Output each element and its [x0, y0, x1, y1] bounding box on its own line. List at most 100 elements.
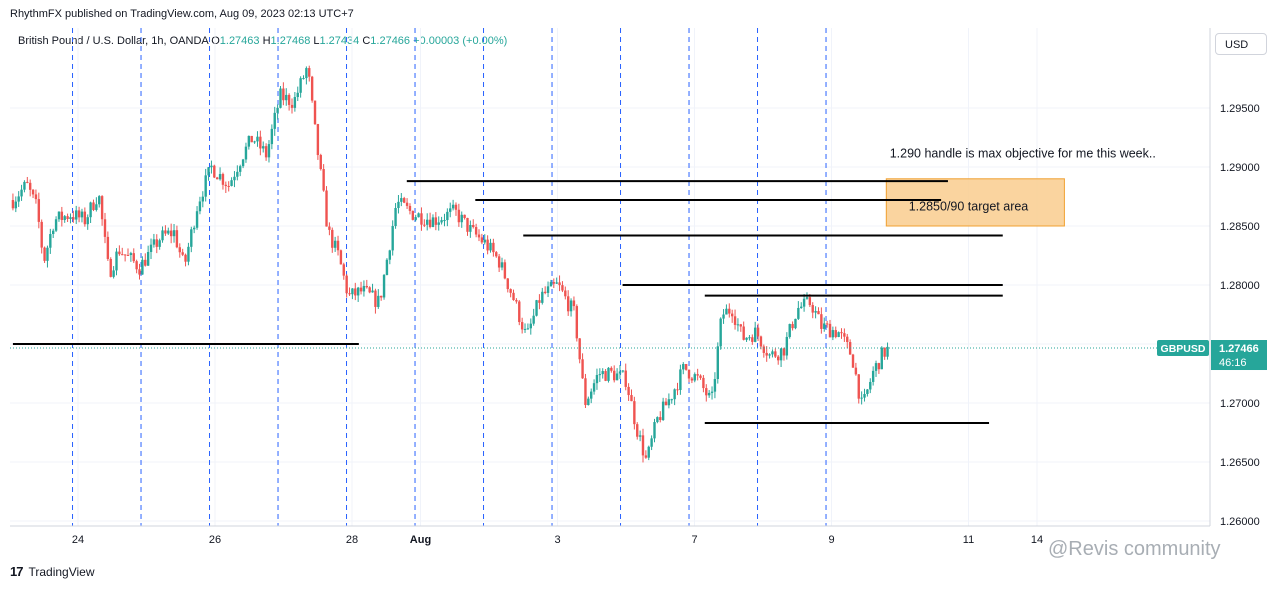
candle-down	[72, 217, 75, 220]
candle-down	[509, 289, 512, 293]
candle-up	[273, 112, 276, 129]
candle-down	[100, 196, 104, 220]
symbol-legend[interactable]: British Pound / U.S. Dollar, 1h, OANDA O…	[18, 35, 507, 47]
target-zone[interactable]	[885, 178, 1065, 227]
candle-down	[250, 135, 253, 143]
candle-up	[279, 88, 282, 108]
candle-down	[564, 290, 567, 297]
candle-down	[808, 297, 812, 306]
candle-down	[627, 386, 630, 396]
candle-down	[739, 324, 743, 327]
candle-up	[621, 370, 625, 372]
candle-down	[224, 184, 228, 186]
candle-down	[696, 374, 699, 376]
candle-down	[561, 285, 564, 291]
candle-up	[443, 220, 446, 222]
candle-down	[227, 185, 230, 187]
candle-down	[34, 194, 38, 200]
candle-down	[857, 374, 860, 399]
candle-up	[667, 399, 671, 406]
candle-up	[440, 220, 443, 223]
candle-down	[733, 316, 737, 325]
tradingview-brand[interactable]: 17 TradingView	[10, 564, 95, 579]
currency-button[interactable]: USD	[1215, 33, 1267, 55]
candle-up	[673, 389, 676, 400]
countdown-label: 46:16	[1219, 357, 1247, 369]
candle-down	[477, 234, 481, 238]
annotation-text[interactable]: 1.290 handle is max objective for me thi…	[890, 147, 1156, 161]
price-badge: GBPUSD 1.27466 46:16	[1157, 340, 1267, 371]
horizontal-lines[interactable]	[10, 180, 1210, 425]
axes[interactable]: 1.295001.290001.285001.280001.275001.270…	[10, 28, 1260, 546]
candle-up	[371, 290, 374, 293]
candle-up	[768, 354, 771, 356]
candle-down	[705, 388, 708, 396]
candle-down	[846, 336, 849, 343]
candle-down	[520, 322, 524, 330]
candle-down	[495, 252, 498, 257]
candle-down	[630, 395, 633, 402]
annotation-text[interactable]: 1.2850/90 target area	[909, 200, 1029, 214]
candle-up	[601, 371, 604, 375]
candle-down	[463, 214, 466, 218]
candle-up	[670, 399, 673, 401]
candle-down	[552, 282, 556, 284]
candle-up	[653, 422, 656, 439]
candle-down	[566, 296, 570, 312]
candle-up	[86, 217, 89, 225]
candle-up	[20, 189, 23, 197]
candle-down	[354, 288, 357, 296]
candle-up	[89, 202, 92, 218]
candle-down	[322, 169, 325, 191]
candle-down	[365, 285, 368, 288]
candle-down	[641, 435, 645, 456]
candle-down	[765, 352, 768, 356]
candle-down	[103, 219, 107, 237]
candle-up	[236, 171, 239, 177]
candle-down	[610, 367, 613, 371]
symbol-badge	[1157, 340, 1209, 357]
candle-up	[707, 392, 711, 396]
candle-down	[728, 308, 731, 314]
candle-down	[497, 256, 501, 268]
candle-up	[451, 204, 455, 209]
candle-down	[584, 378, 587, 406]
candle-down	[877, 363, 881, 370]
candle-down	[83, 211, 87, 225]
candle-down	[644, 455, 648, 458]
candle-up	[483, 239, 486, 243]
candle-up	[75, 210, 78, 220]
candle-down	[135, 261, 138, 270]
candle-down	[851, 354, 855, 368]
publish-line: RhythmFX published on TradingView.com, A…	[10, 8, 354, 20]
candle-down	[164, 230, 167, 234]
y-tick-label: 1.26000	[1220, 516, 1260, 528]
candle-down	[486, 239, 489, 251]
candle-down	[60, 211, 64, 220]
candle-series	[11, 65, 889, 463]
annotations[interactable]: 1.290 handle is max objective for me thi…	[890, 147, 1156, 214]
candle-down	[466, 217, 469, 232]
candle-up	[14, 201, 18, 209]
x-tick-label: Aug	[410, 534, 431, 546]
candle-up	[80, 211, 84, 218]
candle-down	[213, 165, 216, 178]
candle-up	[489, 242, 492, 251]
candle-up	[779, 348, 783, 361]
candle-up	[190, 229, 193, 247]
candle-down	[43, 247, 46, 261]
candle-up	[661, 401, 665, 421]
high-label: H	[262, 35, 271, 47]
candle-down	[572, 300, 576, 307]
candle-up	[382, 274, 386, 298]
candle-down	[782, 348, 786, 356]
candle-down	[138, 269, 141, 275]
candle-up	[149, 244, 153, 253]
target-zone-rect[interactable]	[885, 178, 1065, 227]
candle-up	[195, 211, 199, 228]
candle-down	[503, 262, 507, 279]
close-label: C	[362, 35, 371, 47]
candle-up	[192, 227, 196, 230]
x-tick-label: 9	[828, 534, 834, 546]
